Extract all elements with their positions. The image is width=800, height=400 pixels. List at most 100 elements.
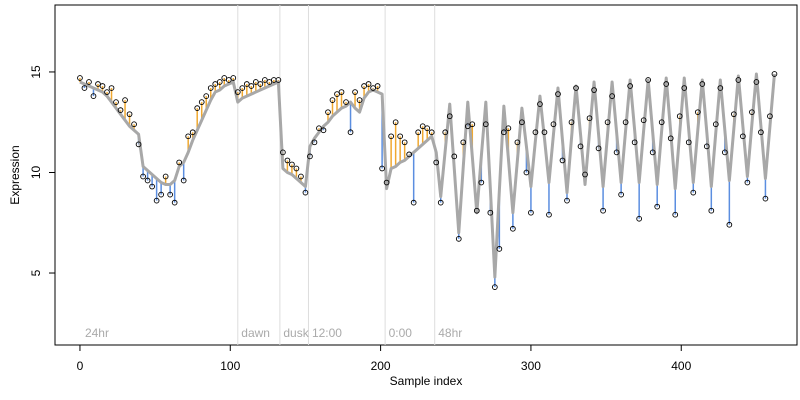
data-point (410, 199, 417, 206)
data-point (77, 75, 83, 81)
data-point (266, 79, 273, 85)
data-point (749, 109, 755, 116)
data-point (158, 191, 164, 198)
data-point (365, 81, 372, 87)
data-point (239, 85, 246, 91)
data-point (329, 97, 336, 103)
data-point (482, 121, 489, 128)
data-point (280, 149, 286, 156)
data-point (528, 209, 534, 216)
data-point (302, 189, 309, 196)
x-tick-label: 400 (671, 359, 691, 373)
data-point (198, 99, 205, 105)
data-point (167, 191, 173, 198)
data-point (568, 119, 575, 126)
data-point (731, 111, 737, 118)
data-point (361, 83, 367, 89)
data-point (370, 85, 376, 91)
data-point (171, 199, 178, 206)
data-point (604, 119, 611, 126)
data-point (690, 189, 697, 196)
data-point (320, 127, 327, 134)
data-point (194, 105, 201, 111)
data-point (446, 113, 453, 120)
data-point (135, 141, 142, 148)
data-point (216, 79, 223, 85)
data-point (451, 153, 458, 160)
data-point (460, 139, 467, 146)
x-tick-label: 0 (77, 359, 84, 373)
data-point (257, 81, 264, 87)
data-point (744, 179, 751, 186)
data-point (406, 151, 413, 158)
data-point (230, 75, 237, 81)
data-point (555, 91, 561, 97)
data-point (262, 77, 268, 83)
data-point (325, 109, 331, 116)
data-point (388, 133, 394, 140)
data-point (649, 149, 656, 156)
data-point (586, 115, 593, 122)
data-point (735, 77, 742, 83)
data-point (140, 173, 146, 180)
data-point (95, 81, 101, 87)
data-point (550, 121, 557, 128)
data-point (275, 77, 282, 83)
data-point (717, 85, 724, 91)
data-point (374, 83, 381, 89)
data-point (636, 215, 643, 222)
data-point (419, 123, 426, 130)
data-point (721, 149, 728, 156)
annotation: 24hr (85, 326, 109, 340)
data-point (699, 81, 706, 87)
data-point (338, 89, 345, 95)
data-point (433, 159, 440, 166)
data-point (203, 93, 210, 99)
data-point (126, 111, 133, 118)
data-point (225, 77, 232, 83)
data-point (437, 199, 444, 206)
data-point (81, 85, 88, 91)
y-axis-label: Expression (8, 145, 22, 204)
data-point (640, 117, 647, 124)
data-point (455, 235, 462, 242)
data-point (618, 191, 624, 198)
data-point (532, 129, 539, 136)
data-point (478, 179, 485, 186)
data-point (356, 97, 363, 103)
data-point (86, 79, 92, 85)
data-point (176, 159, 183, 166)
data-point (708, 207, 715, 214)
data-point (510, 225, 516, 232)
x-tick-label: 100 (220, 359, 240, 373)
data-point (144, 177, 151, 184)
fit-line (79, 72, 776, 279)
data-point (762, 195, 769, 202)
data-point (514, 139, 521, 146)
data-point (582, 171, 588, 178)
data-point (726, 221, 733, 228)
data-point (162, 173, 169, 180)
data-point (248, 83, 255, 89)
data-point (180, 177, 187, 184)
data-point (284, 157, 291, 164)
data-point (243, 81, 250, 87)
data-point (491, 284, 498, 290)
data-point (397, 133, 403, 140)
y-tick-label: 10 (29, 165, 43, 179)
data-point (99, 83, 106, 89)
data-point (469, 121, 476, 128)
y-tick-label: 5 (29, 269, 43, 276)
data-point (293, 165, 300, 172)
data-point (383, 179, 390, 186)
data-point (496, 246, 503, 252)
data-point (627, 83, 633, 89)
data-point (189, 129, 196, 136)
data-point (694, 109, 701, 116)
data-point (122, 97, 128, 103)
data-point (343, 99, 349, 105)
data-point (767, 113, 773, 120)
data-point (234, 89, 241, 95)
data-point (559, 157, 566, 164)
data-point (577, 143, 584, 150)
